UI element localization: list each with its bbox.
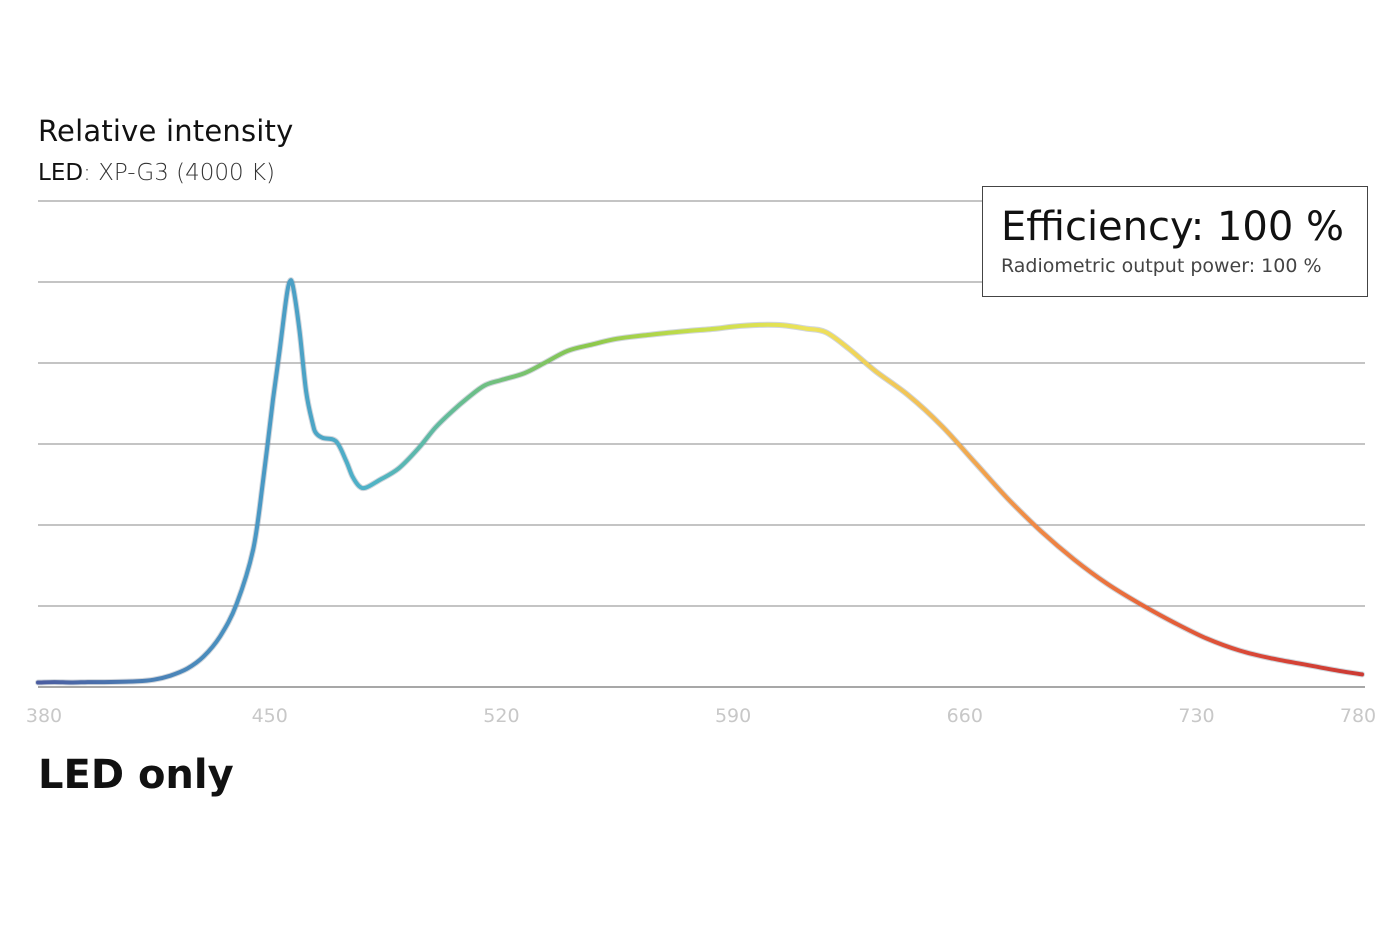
led-value: XP-G3 (4000 K) [98,160,276,186]
x-tick-label: 520 [483,705,519,727]
x-tick-label: 380 [26,705,62,727]
x-tick-label: 730 [1178,705,1214,727]
x-tick-labels: 380 450 520 590 660 730 780 [26,705,1376,727]
efficiency-value: Efficiency: 100 % [1001,204,1345,250]
efficiency-box: Efficiency: 100 % Radiometric output pow… [982,186,1368,297]
spectrum-series-line [36,278,1364,685]
led-colon: : [83,160,99,186]
x-tick-label: 450 [252,705,288,727]
series-line-outline [35,277,1365,686]
led-key: LED [38,160,84,186]
chart-title: Relative intensity [38,114,294,148]
series-layer [35,277,1365,686]
x-tick-label: 660 [947,705,983,727]
x-tick-label: 780 [1340,705,1376,727]
radiometric-output: Radiometric output power: 100 % [1001,255,1322,277]
x-tick-label: 590 [715,705,751,727]
mode-label: LED only [38,752,234,798]
led-subtitle: LED: XP-G3 (4000 K) [38,160,275,186]
